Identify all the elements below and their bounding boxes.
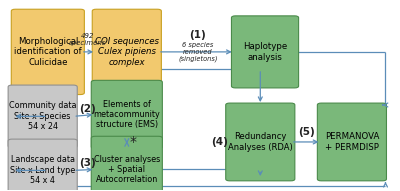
FancyBboxPatch shape <box>232 16 298 88</box>
Text: Landscape data
Site x Land type
54 x 4: Landscape data Site x Land type 54 x 4 <box>10 155 75 185</box>
Text: 492
specimens: 492 specimens <box>69 33 107 46</box>
FancyBboxPatch shape <box>91 136 162 191</box>
Text: (1): (1) <box>189 30 206 40</box>
Text: (5): (5) <box>298 126 315 137</box>
FancyBboxPatch shape <box>8 85 77 148</box>
Text: Morphological
identification of
Culicidae: Morphological identification of Culicida… <box>14 37 82 67</box>
FancyBboxPatch shape <box>226 103 295 181</box>
Text: (2): (2) <box>79 104 96 114</box>
Text: Redundancy
Analyses (RDA): Redundancy Analyses (RDA) <box>228 132 293 152</box>
Text: *: * <box>130 135 137 149</box>
Text: 6 species
removed
(singletons): 6 species removed (singletons) <box>178 42 218 62</box>
Text: PERMANOVA
+ PERMDISP: PERMANOVA + PERMDISP <box>325 132 379 152</box>
FancyBboxPatch shape <box>317 103 386 181</box>
Text: (3): (3) <box>79 158 96 168</box>
FancyBboxPatch shape <box>91 80 162 149</box>
Text: COI sequences
Culex pipiens
complex: COI sequences Culex pipiens complex <box>95 37 159 67</box>
Text: Community data
Site x Species
54 x 24: Community data Site x Species 54 x 24 <box>9 101 76 131</box>
FancyBboxPatch shape <box>11 9 84 95</box>
Text: Haplotype
analysis: Haplotype analysis <box>243 42 287 62</box>
FancyBboxPatch shape <box>8 139 77 191</box>
FancyBboxPatch shape <box>92 9 161 95</box>
Text: Cluster analyses
+ Spatial
Autocorrelation: Cluster analyses + Spatial Autocorrelati… <box>94 155 160 184</box>
Text: (4): (4) <box>211 137 228 147</box>
Text: Elements of
metacommunity
structure (EMS): Elements of metacommunity structure (EMS… <box>94 100 160 129</box>
